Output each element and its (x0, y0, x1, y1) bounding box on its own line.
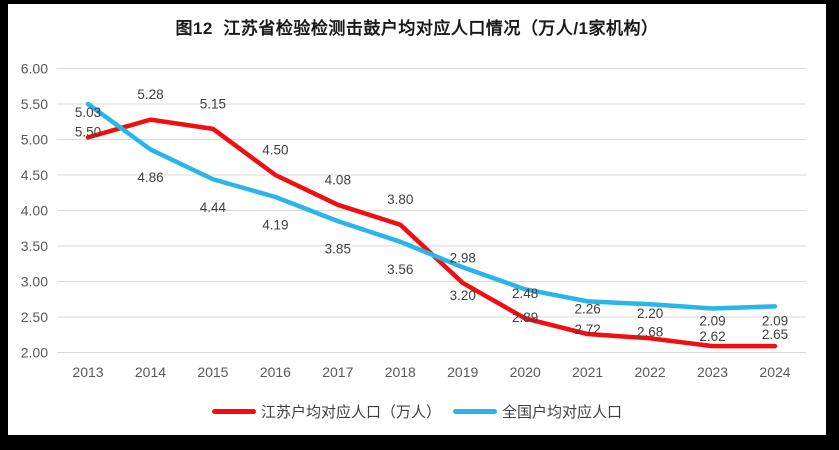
y-tick-label: 2.00 (21, 345, 48, 361)
data-label-series-0: 2.20 (637, 306, 663, 321)
x-tick-label: 2017 (322, 364, 353, 380)
data-label-series-1: 5.50 (75, 125, 101, 140)
x-tick-label: 2023 (697, 364, 728, 380)
x-tick-label: 2018 (385, 364, 416, 380)
x-tick-label: 2016 (260, 364, 291, 380)
data-label-series-1: 3.56 (387, 262, 413, 277)
x-tick-label: 2013 (72, 364, 103, 380)
data-label-series-1: 4.44 (200, 200, 227, 215)
data-label-series-0: 2.09 (699, 314, 725, 329)
chart-title: 图12 江苏省检验检测击鼓户均对应人口情况（万人/1家机构） (175, 19, 659, 38)
data-label-series-0: 2.26 (574, 302, 600, 317)
line-chart: 6.00 5.50 5.00 4.50 4.00 3.50 3.00 2.50 2.00 2013… (21, 61, 806, 380)
x-tick-label: 2020 (510, 364, 541, 380)
legend-item-national: 全国户均对应人口 (453, 401, 622, 422)
data-label-series-1: 2.89 (512, 310, 538, 325)
jiangsu-series-line-icon (211, 409, 256, 414)
y-tick-label: 5.00 (21, 132, 48, 148)
y-tick-label: 5.50 (21, 96, 48, 112)
x-tick-label: 2015 (197, 364, 228, 380)
y-tick-label: 3.50 (21, 238, 48, 254)
data-label-series-1: 3.85 (325, 242, 351, 257)
y-tick-label: 2.50 (21, 309, 48, 325)
data-label-series-0: 2.09 (762, 314, 788, 329)
x-tick-label: 2024 (759, 364, 790, 380)
data-label-series-0: 4.50 (262, 143, 288, 158)
data-label-series-1: 4.19 (262, 218, 288, 233)
y-tick-label: 4.50 (21, 167, 48, 183)
data-label-series-1: 2.62 (699, 329, 725, 344)
legend-label-jiangsu: 江苏户均对应人口（万人） (260, 404, 441, 421)
y-tick-label: 4.00 (21, 203, 48, 219)
data-label-series-1: 2.68 (637, 325, 663, 340)
data-label-series-1: 3.20 (450, 288, 476, 303)
data-label-series-0: 3.80 (387, 192, 413, 207)
data-label-series-1: 2.72 (574, 322, 600, 337)
data-label-series-0: 4.08 (325, 172, 351, 187)
x-tick-label: 2021 (572, 364, 603, 380)
data-label-series-0: 5.28 (137, 87, 163, 102)
data-label-series-1: 2.65 (762, 327, 788, 342)
legend-item-jiangsu: 江苏户均对应人口（万人） (211, 401, 441, 422)
legend-label-national: 全国户均对应人口 (502, 404, 623, 421)
data-label-series-1: 4.86 (137, 170, 163, 185)
x-tick-label: 2014 (135, 364, 166, 380)
series-line-0 (85, 117, 778, 349)
data-label-series-0: 5.15 (200, 96, 226, 111)
x-tick-label: 2022 (635, 364, 666, 380)
data-label-series-0: 2.48 (512, 286, 538, 301)
series-line-1 (85, 101, 778, 311)
national-series-line-icon (453, 409, 497, 414)
x-tick-label: 2019 (447, 364, 478, 380)
data-label-series-0: 2.98 (450, 250, 476, 265)
y-tick-label: 6.00 (21, 61, 48, 77)
legend: 江苏户均对应人口（万人） 全国户均对应人口 (8, 401, 826, 422)
data-label-series-0: 5.03 (75, 105, 101, 120)
y-tick-label: 3.00 (21, 274, 48, 290)
